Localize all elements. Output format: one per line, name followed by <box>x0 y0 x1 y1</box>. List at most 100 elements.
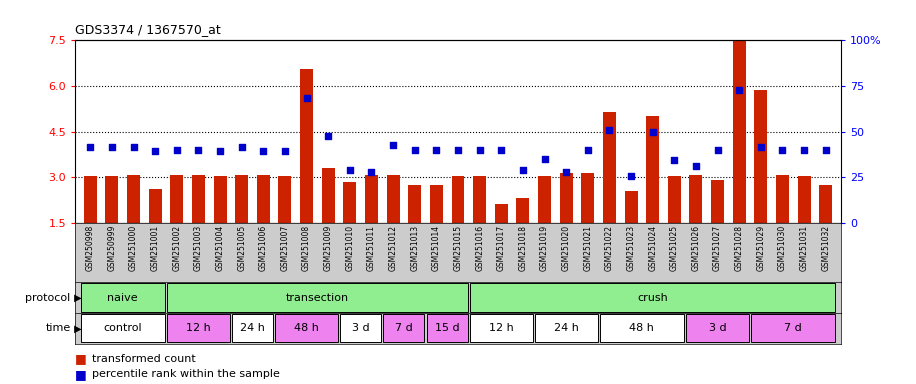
Text: ▶: ▶ <box>71 293 82 303</box>
Text: 3 d: 3 d <box>352 323 369 333</box>
Point <box>126 144 141 150</box>
Text: GSM251015: GSM251015 <box>453 225 463 271</box>
Text: GSM251016: GSM251016 <box>475 225 485 271</box>
Text: protocol: protocol <box>26 293 71 303</box>
Bar <box>278 176 291 223</box>
Point <box>473 147 487 153</box>
Text: control: control <box>104 323 142 333</box>
Text: 24 h: 24 h <box>554 323 579 333</box>
Point <box>646 128 660 135</box>
Bar <box>322 168 334 223</box>
Text: GSM251011: GSM251011 <box>367 225 376 270</box>
Point <box>537 156 551 162</box>
Point <box>581 147 595 154</box>
Point <box>169 147 184 153</box>
Point <box>710 147 725 154</box>
Point <box>191 147 206 154</box>
Text: GSM251000: GSM251000 <box>129 225 138 271</box>
Text: transformed count: transformed count <box>92 354 195 364</box>
Text: 7 d: 7 d <box>395 323 413 333</box>
Text: GSM251004: GSM251004 <box>215 225 224 271</box>
Point <box>516 166 530 172</box>
Bar <box>603 112 616 223</box>
Bar <box>600 314 684 343</box>
Text: GSM251021: GSM251021 <box>583 225 593 270</box>
Point <box>775 147 790 153</box>
Point <box>624 172 638 179</box>
Point <box>451 147 465 153</box>
Bar <box>686 314 749 343</box>
Point <box>256 147 270 154</box>
Text: 7 d: 7 d <box>784 323 802 333</box>
Point <box>602 127 616 133</box>
Point <box>689 164 703 170</box>
Bar <box>668 176 681 223</box>
Text: 3 d: 3 d <box>709 323 726 333</box>
Bar <box>755 91 768 223</box>
Text: transection: transection <box>286 293 349 303</box>
Bar <box>344 182 356 223</box>
Bar <box>300 69 313 223</box>
Bar <box>470 283 835 312</box>
Text: GSM251008: GSM251008 <box>302 225 311 271</box>
Bar <box>751 314 835 343</box>
Point <box>667 157 682 164</box>
Bar <box>733 40 746 223</box>
Text: GSM251029: GSM251029 <box>757 225 766 271</box>
Bar <box>470 314 532 343</box>
Text: GSM251017: GSM251017 <box>496 225 506 271</box>
Text: GSM250999: GSM250999 <box>107 225 116 271</box>
Bar <box>127 175 140 223</box>
Text: ■: ■ <box>75 368 87 381</box>
Text: 12 h: 12 h <box>489 323 514 333</box>
Point <box>104 144 119 150</box>
Bar <box>213 175 226 223</box>
Point <box>147 148 162 154</box>
Bar <box>538 175 551 223</box>
Text: GSM251031: GSM251031 <box>800 225 809 271</box>
Bar <box>148 189 161 223</box>
Text: GSM251030: GSM251030 <box>778 225 787 271</box>
Bar <box>582 172 594 223</box>
Bar <box>690 175 703 223</box>
Text: GSM251010: GSM251010 <box>345 225 354 271</box>
Bar <box>474 175 486 223</box>
Text: GSM251032: GSM251032 <box>822 225 830 271</box>
Text: 15 d: 15 d <box>435 323 460 333</box>
Bar <box>81 283 165 312</box>
Text: GSM251024: GSM251024 <box>649 225 657 271</box>
Text: time: time <box>45 323 71 333</box>
Text: crush: crush <box>638 293 668 303</box>
Text: GSM250998: GSM250998 <box>86 225 94 271</box>
Point <box>559 169 573 175</box>
Point <box>494 147 508 153</box>
Point <box>732 88 747 94</box>
Bar <box>387 175 399 223</box>
Bar <box>170 175 183 223</box>
Point <box>386 142 400 148</box>
Text: GSM251002: GSM251002 <box>172 225 181 271</box>
Bar <box>798 175 811 223</box>
Text: ■: ■ <box>75 353 87 366</box>
Bar <box>340 314 381 343</box>
Bar <box>535 314 597 343</box>
Text: ▶: ▶ <box>71 323 82 333</box>
Bar <box>83 175 97 223</box>
Point <box>365 169 379 175</box>
Bar <box>452 175 464 223</box>
Text: GSM251005: GSM251005 <box>237 225 246 271</box>
Bar <box>711 180 724 223</box>
Text: GSM251013: GSM251013 <box>410 225 420 271</box>
Bar <box>167 314 230 343</box>
Text: GSM251020: GSM251020 <box>562 225 571 271</box>
Bar <box>192 175 205 223</box>
Point <box>278 148 292 154</box>
Bar <box>365 175 378 223</box>
Bar <box>646 116 660 223</box>
Point <box>234 144 249 150</box>
Text: GDS3374 / 1367570_at: GDS3374 / 1367570_at <box>75 23 221 36</box>
Text: GSM251003: GSM251003 <box>194 225 203 271</box>
Text: GSM251028: GSM251028 <box>735 225 744 270</box>
Point <box>429 147 443 153</box>
Text: GSM251012: GSM251012 <box>388 225 398 270</box>
